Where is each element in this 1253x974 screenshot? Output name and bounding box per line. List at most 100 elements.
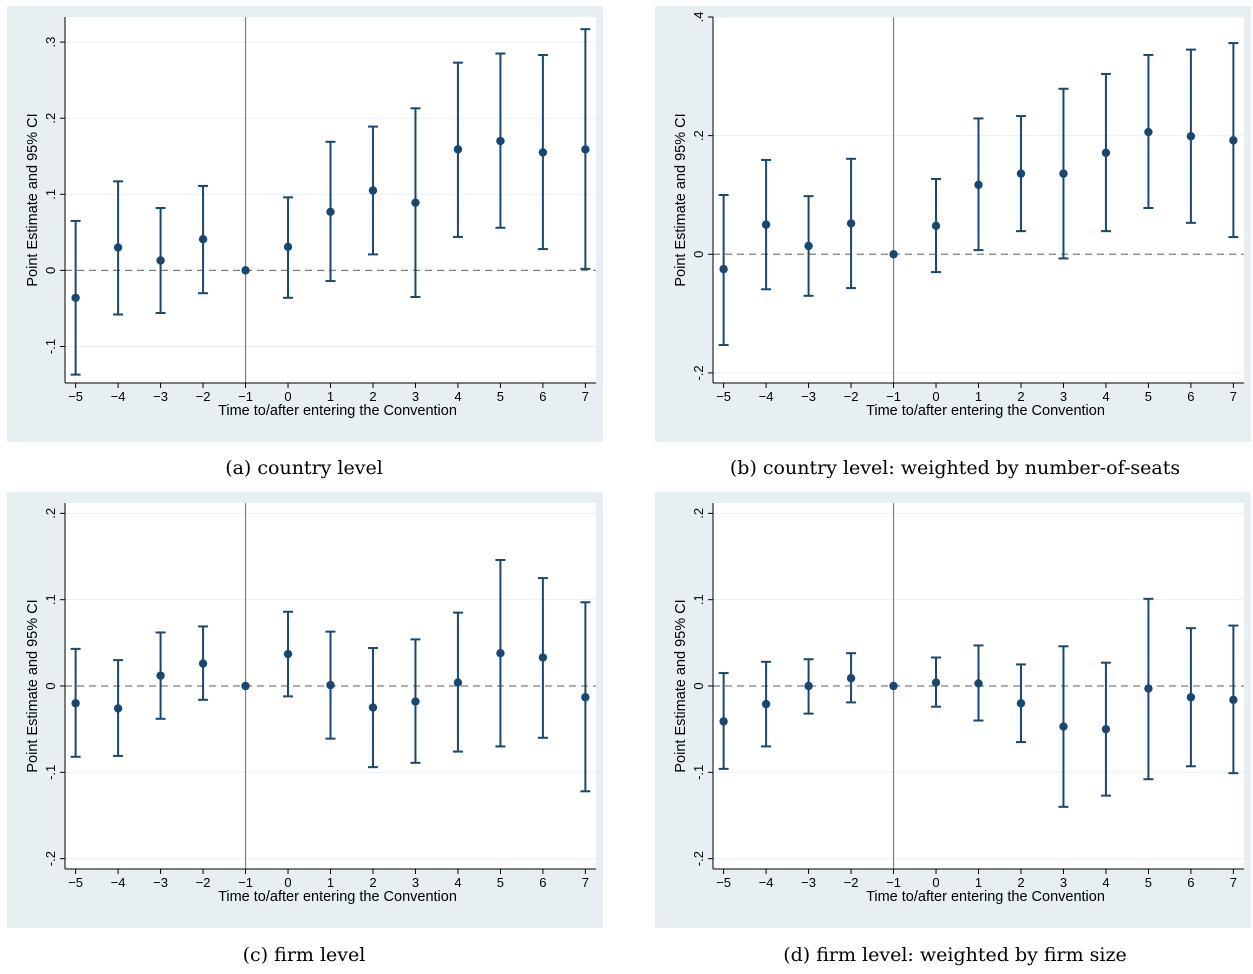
y-tick-label: .4 [691,12,706,23]
x-tick-label: −4 [111,389,126,404]
point-estimate [71,699,80,708]
point-estimate [538,653,548,662]
x-tick-label: 7 [582,875,589,890]
point-estimate [368,186,378,195]
point-estimate [1016,699,1026,708]
y-tick-label: -.2 [43,851,58,866]
point-estimate [846,674,856,683]
x-tick-label: 3 [412,389,419,404]
x-tick-label: 5 [497,875,504,890]
point-estimate [326,680,335,690]
y-tick-label: .2 [691,508,706,519]
point-estimate [889,250,898,259]
chart-panel-c: -.2 -.1 0 .1 .2 −5 −4 −3 −2 −1 0 1 2 3 4 5 6 7 Time to/aft… [7,492,603,928]
point-estimate [1229,136,1238,145]
x-tick-label: 2 [369,389,376,404]
y-axis-title: Point Estimate and 95% CI [673,113,689,286]
y-tick-label: 0 [43,267,58,274]
chart-panel-d: -.2 -.1 0 .1 .2 −5 −4 −3 −2 −1 0 1 2 3 4 5 6 7 Time to/aft… [655,492,1251,928]
x-axis-title: Time to/after entering the Convention [218,403,457,419]
x-tick-label: 0 [932,389,939,404]
point-estimate [113,704,123,713]
point-estimate [71,293,80,302]
x-tick-label: 6 [539,875,546,890]
x-tick-label: −4 [111,875,126,890]
y-tick-label: .1 [43,189,58,200]
y-tick-label: -.1 [43,339,58,354]
chart-panel-b: -.2 0 .2 .4 −5 −4 −3 −2 −1 0 1 2 3 4 5 6 7 Time to/after … [655,6,1251,442]
point-estimate [156,256,165,265]
x-tick-label: 6 [1187,875,1194,890]
x-tick-label: −5 [68,389,83,404]
x-axis-title: Time to/after entering the Convention [866,403,1105,419]
x-tick-label: 4 [454,389,461,404]
point-estimate [974,679,983,688]
point-estimate [1186,132,1196,141]
y-tick-label: 0 [691,682,706,689]
x-axis-title: Time to/after entering the Convention [218,889,457,905]
y-tick-label: -.2 [691,851,706,866]
x-tick-label: 7 [582,389,589,404]
caption-c: (c) firm level [242,944,366,966]
point-estimate [1144,127,1153,137]
x-tick-label: 3 [412,875,419,890]
point-estimate [198,234,208,244]
y-tick-label: .1 [691,594,706,605]
y-axis-title: Point Estimate and 95% CI [25,599,41,772]
x-tick-label: −3 [153,875,168,890]
point-estimate [496,648,505,658]
x-tick-label: 2 [1017,389,1024,404]
x-tick-label: 1 [327,389,334,404]
x-tick-label: 7 [1230,389,1237,404]
x-tick-label: −3 [801,389,816,404]
x-tick-label: 2 [1017,875,1024,890]
point-estimate [931,221,941,231]
x-tick-label: 0 [932,875,939,890]
point-estimate [496,136,505,146]
y-tick-label: -.1 [43,765,58,780]
point-estimate [1101,148,1111,158]
x-tick-label: 4 [1102,389,1109,404]
point-estimate [1101,724,1111,734]
point-estimate [846,219,856,228]
x-tick-label: −2 [196,389,211,404]
point-estimate [974,180,983,190]
point-estimate [761,699,771,709]
x-tick-label: 4 [1102,875,1109,890]
x-tick-label: −5 [68,875,83,890]
x-tick-label: 1 [975,389,982,404]
x-tick-label: −2 [844,389,859,404]
x-tick-label: −1 [238,875,253,890]
x-tick-label: 5 [497,389,504,404]
x-tick-label: 6 [1187,389,1194,404]
x-tick-label: −3 [801,875,816,890]
x-tick-label: 5 [1145,389,1152,404]
point-estimate [411,697,420,706]
caption-d: (d) firm level: weighted by firm size [783,944,1127,966]
point-estimate [453,678,463,687]
x-tick-label: 0 [284,875,291,890]
x-tick-label: 0 [284,389,291,404]
y-tick-label: .1 [43,594,58,605]
point-estimate [113,243,123,252]
y-tick-label: -.1 [691,765,706,780]
x-tick-label: 4 [454,875,461,890]
x-tick-label: 3 [1060,875,1067,890]
x-axis-title: Time to/after entering the Convention [866,889,1105,905]
point-estimate [1059,722,1068,731]
x-tick-label: 1 [327,875,334,890]
point-estimate [326,207,335,216]
point-estimate [761,220,771,229]
x-tick-label: 5 [1145,875,1152,890]
point-estimate [719,717,728,726]
point-estimate [283,649,293,659]
point-estimate [1186,693,1196,702]
point-estimate [931,678,941,687]
point-estimate [156,671,165,680]
y-tick-label: .2 [43,113,58,124]
y-axis-title: Point Estimate and 95% CI [25,113,41,286]
x-tick-label: 1 [975,875,982,890]
y-tick-label: 0 [43,682,58,689]
chart-svg-a: -.1 0 .1 .2 .3 −5 −4 −3 −2 −1 0 1 2 3 4 5 6 7 Time to/afte… [7,6,603,442]
point-estimate [538,148,548,157]
